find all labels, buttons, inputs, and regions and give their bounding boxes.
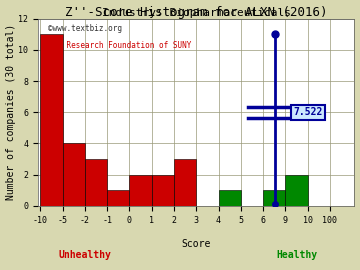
Title: Z''-Score Histogram for ALXN (2016): Z''-Score Histogram for ALXN (2016) bbox=[65, 6, 328, 19]
Bar bbox=[263, 190, 285, 206]
Bar bbox=[107, 190, 129, 206]
Bar bbox=[219, 190, 241, 206]
Bar bbox=[285, 175, 308, 206]
Bar bbox=[63, 143, 85, 206]
Text: Industry: Biopharmaceuticals: Industry: Biopharmaceuticals bbox=[102, 8, 291, 18]
Text: Healthy: Healthy bbox=[276, 250, 317, 260]
X-axis label: Score: Score bbox=[181, 239, 211, 249]
Bar bbox=[129, 175, 152, 206]
Y-axis label: Number of companies (30 total): Number of companies (30 total) bbox=[5, 24, 15, 200]
Text: 7.522: 7.522 bbox=[293, 107, 323, 117]
Text: Unhealthy: Unhealthy bbox=[58, 250, 111, 260]
Text: The Research Foundation of SUNY: The Research Foundation of SUNY bbox=[48, 41, 191, 50]
Bar bbox=[152, 175, 174, 206]
Bar bbox=[174, 159, 196, 206]
Text: ©www.textbiz.org: ©www.textbiz.org bbox=[48, 24, 122, 33]
Bar bbox=[85, 159, 107, 206]
Bar bbox=[40, 34, 63, 206]
